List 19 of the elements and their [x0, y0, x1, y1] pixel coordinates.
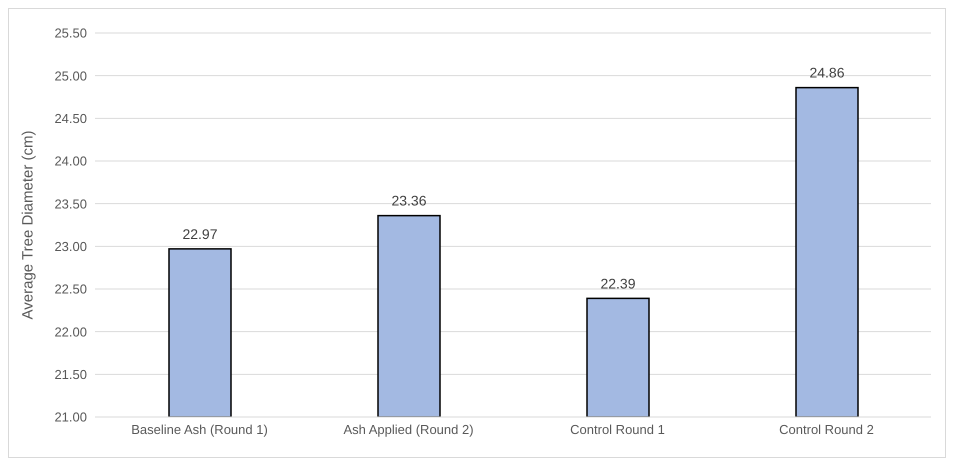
data-label: 24.86 — [809, 64, 845, 81]
y-tick-label: 22.00 — [54, 324, 87, 340]
y-tick-label: 25.00 — [54, 68, 87, 84]
y-tick-label: 23.50 — [54, 196, 87, 212]
y-tick-label: 22.50 — [54, 282, 87, 297]
y-tick-label: 21.50 — [54, 366, 87, 382]
data-label: 22.39 — [600, 275, 636, 292]
x-tick-label: Baseline Ash (Round 1) — [131, 422, 268, 438]
x-tick-label: Control Round 2 — [779, 422, 874, 438]
y-tick-label: 24.50 — [54, 110, 87, 126]
y-tick-label: 21.00 — [54, 410, 87, 425]
data-label: 22.97 — [182, 226, 218, 242]
y-axis-title: Average Tree Diameter (cm) — [19, 130, 36, 320]
x-tick-label: Control Round 1 — [570, 422, 665, 438]
y-tick-label: 25.50 — [54, 26, 87, 41]
data-label: 23.36 — [391, 192, 427, 209]
x-tick-label: Ash Applied (Round 2) — [343, 422, 474, 438]
y-tick-label: 23.00 — [54, 238, 87, 254]
y-tick-label: 24.00 — [54, 154, 87, 169]
